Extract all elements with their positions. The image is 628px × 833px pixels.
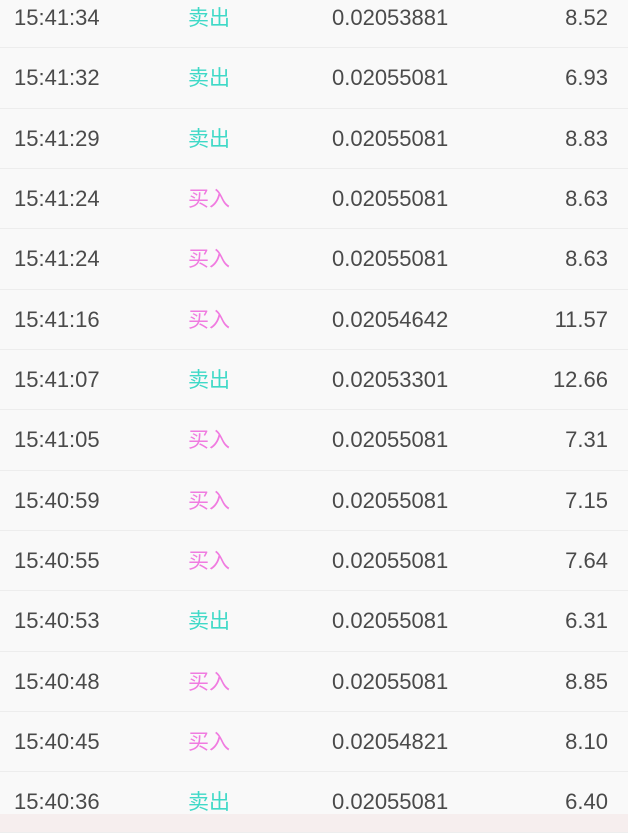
trade-price: 0.02055081 <box>332 608 449 634</box>
trade-price: 0.02055081 <box>332 789 449 815</box>
trade-side: 卖出 <box>188 126 230 151</box>
trade-price: 0.02054642 <box>332 306 449 332</box>
trade-time: 15:40:53 <box>14 608 100 634</box>
trade-side: 买入 <box>188 669 230 694</box>
trade-row: 15:40:45 买入 0.02054821 8.10 <box>0 712 628 773</box>
trade-time: 15:41:05 <box>14 427 100 453</box>
trade-row: 15:41:24 买入 0.02055081 8.63 <box>0 229 628 290</box>
trade-price: 0.02055081 <box>332 65 449 91</box>
trade-time: 15:40:36 <box>14 789 100 815</box>
trade-side: 卖出 <box>188 790 230 815</box>
trade-time: 15:41:07 <box>14 367 100 393</box>
trade-side: 卖出 <box>188 368 230 393</box>
trade-quantity: 7.64 <box>565 548 608 574</box>
trade-row: 15:40:55 买入 0.02055081 7.64 <box>0 531 628 592</box>
trade-side: 卖出 <box>188 6 230 30</box>
trade-row: 15:41:07 卖出 0.02053301 12.66 <box>0 350 628 411</box>
trade-quantity: 8.63 <box>565 246 608 272</box>
trade-quantity: 7.31 <box>565 427 608 453</box>
trade-quantity: 8.10 <box>565 729 608 755</box>
trade-quantity: 8.63 <box>565 186 608 212</box>
trade-side: 买入 <box>188 307 230 332</box>
trade-time: 15:41:24 <box>14 186 100 212</box>
trade-side: 买入 <box>188 730 230 755</box>
trade-time: 15:40:59 <box>14 487 100 513</box>
trade-time: 15:40:48 <box>14 668 100 694</box>
trade-quantity: 11.57 <box>554 306 608 332</box>
trade-quantity: 6.93 <box>565 65 608 91</box>
trade-price: 0.02055081 <box>332 246 449 272</box>
trade-time: 15:41:32 <box>14 65 100 91</box>
trade-price: 0.02055081 <box>332 668 449 694</box>
trade-quantity: 12.66 <box>552 367 608 393</box>
trade-price: 0.02055081 <box>332 427 449 453</box>
trade-row: 15:41:29 卖出 0.02055081 8.83 <box>0 109 628 170</box>
trade-side: 买入 <box>188 549 230 574</box>
trade-row: 15:40:53 卖出 0.02055081 6.31 <box>0 591 628 652</box>
trade-time: 15:41:29 <box>14 125 100 151</box>
trade-side: 卖出 <box>188 66 230 91</box>
trade-row: 15:41:32 卖出 0.02055081 6.93 <box>0 48 628 109</box>
trade-side: 卖出 <box>188 609 230 634</box>
trade-quantity: 8.83 <box>565 125 608 151</box>
trade-row: 15:41:24 买入 0.02055081 8.63 <box>0 169 628 230</box>
trade-row: 15:40:36 卖出 0.02055081 6.40 <box>0 772 628 833</box>
trade-side: 买入 <box>188 428 230 453</box>
trade-row: 15:41:34 卖出 0.02053881 8.52 <box>0 0 628 49</box>
trade-time: 15:41:34 <box>14 5 100 30</box>
trade-time: 15:41:16 <box>14 306 100 332</box>
trade-price: 0.02053301 <box>332 367 449 393</box>
trade-quantity: 8.85 <box>565 668 608 694</box>
trade-row: 15:41:05 买入 0.02055081 7.31 <box>0 410 628 471</box>
trade-price: 0.02053881 <box>332 5 449 30</box>
trade-price: 0.02055081 <box>332 548 449 574</box>
trade-side: 买入 <box>188 488 230 513</box>
trade-row: 15:40:59 买入 0.02055081 7.15 <box>0 471 628 532</box>
trade-quantity: 8.52 <box>565 5 608 30</box>
trade-quantity: 7.15 <box>565 487 608 513</box>
trade-time: 15:40:45 <box>14 729 100 755</box>
trade-row: 15:40:48 买入 0.02055081 8.85 <box>0 652 628 713</box>
trade-price: 0.02054821 <box>332 729 449 755</box>
trade-price: 0.02055081 <box>332 487 449 513</box>
trade-side: 买入 <box>188 247 230 272</box>
trade-row: 15:41:16 买入 0.02054642 11.57 <box>0 290 628 351</box>
bottom-bar <box>0 814 628 832</box>
trade-side: 买入 <box>188 187 230 212</box>
trade-time: 15:40:55 <box>14 548 100 574</box>
trade-price: 0.02055081 <box>332 186 449 212</box>
trade-time: 15:41:24 <box>14 246 100 272</box>
trade-quantity: 6.40 <box>565 789 608 815</box>
trade-quantity: 6.31 <box>565 608 608 634</box>
trade-price: 0.02055081 <box>332 125 449 151</box>
